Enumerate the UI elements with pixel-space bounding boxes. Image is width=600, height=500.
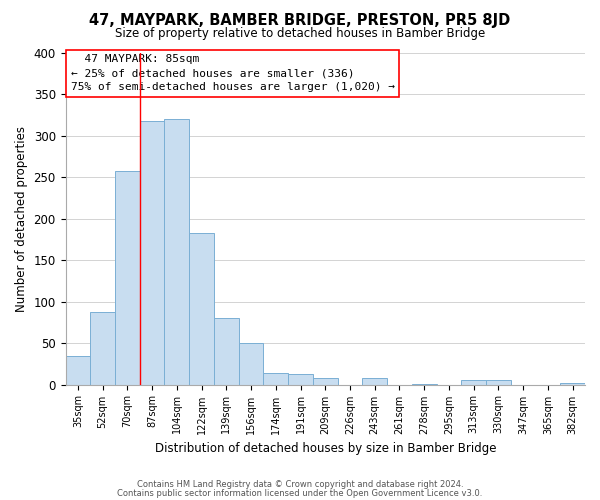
Bar (189, 232, 214, 384)
Bar (486, 380, 511, 384)
Bar (288, 374, 313, 384)
Bar (140, 122, 164, 384)
Bar (65, 356, 90, 384)
Bar (560, 383, 585, 384)
X-axis label: Distribution of detached houses by size in Bamber Bridge: Distribution of detached houses by size … (155, 442, 496, 455)
Text: 47, MAYPARK, BAMBER BRIDGE, PRESTON, PR5 8JD: 47, MAYPARK, BAMBER BRIDGE, PRESTON, PR5… (89, 12, 511, 28)
Bar (164, 119, 189, 384)
Bar (214, 318, 239, 384)
Text: Contains HM Land Registry data © Crown copyright and database right 2024.: Contains HM Land Registry data © Crown c… (137, 480, 463, 489)
Bar (461, 380, 486, 384)
Bar (239, 343, 263, 384)
Bar (115, 171, 140, 384)
Bar (90, 312, 115, 384)
Text: Contains public sector information licensed under the Open Government Licence v3: Contains public sector information licen… (118, 488, 482, 498)
Bar (263, 373, 288, 384)
Bar (313, 378, 338, 384)
Text: 47 MAYPARK: 85sqm
← 25% of detached houses are smaller (336)
75% of semi-detache: 47 MAYPARK: 85sqm ← 25% of detached hous… (71, 54, 395, 92)
Text: Size of property relative to detached houses in Bamber Bridge: Size of property relative to detached ho… (115, 28, 485, 40)
Bar (362, 378, 387, 384)
Y-axis label: Number of detached properties: Number of detached properties (15, 126, 28, 312)
